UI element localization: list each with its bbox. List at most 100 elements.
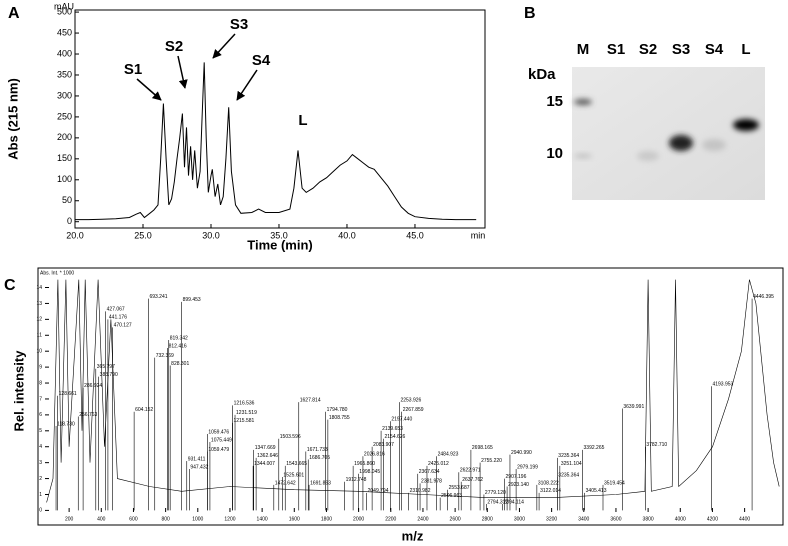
- gel-band: [574, 154, 592, 158]
- peak-label: 2484.923: [438, 452, 459, 458]
- y-tick-label: 500: [57, 6, 72, 16]
- x-tick-label: 2200: [385, 516, 396, 522]
- peak-label: 2907.196: [506, 474, 527, 480]
- x-tick-label: 4000: [675, 516, 686, 522]
- y-tick-label: 10: [36, 349, 42, 355]
- peak-label: 693.241: [149, 294, 167, 300]
- x-tick-label: 30.0: [202, 230, 220, 240]
- plot-frame: [74, 9, 486, 229]
- gel-band: [574, 99, 592, 105]
- peak-annotation: S1: [124, 61, 142, 78]
- peak-label: 1472.642: [275, 480, 296, 486]
- peak-label: 1794.780: [327, 407, 348, 413]
- peak-label: 2026.816: [364, 452, 385, 458]
- y-axis-title: Rel. intensity: [11, 350, 26, 432]
- gel: kDa 15 10: [528, 66, 765, 200]
- gel-band: [669, 135, 693, 151]
- peak-label: 812.416: [169, 343, 187, 349]
- peak-label: 1671.733: [307, 447, 328, 453]
- lane-label: S3: [672, 41, 690, 58]
- y-tick-label: 8: [39, 380, 42, 386]
- y-tick-label: 4: [39, 444, 42, 450]
- y-tick-label: 3: [39, 460, 42, 466]
- y-tick-label: 1: [39, 492, 42, 498]
- peak-label: 2637.762: [462, 477, 483, 483]
- peak-label: 1686.705: [309, 455, 330, 461]
- x-tick-label: 3200: [546, 516, 557, 522]
- peak-label: 2139.653: [382, 426, 403, 432]
- peak-label: 3108.222: [538, 480, 559, 486]
- peak-label: 604.152: [135, 407, 153, 413]
- peak-label: 4193.953: [712, 382, 733, 388]
- trace: [46, 279, 780, 503]
- peak-label: 2894.114: [503, 499, 524, 505]
- y-tick-label: 14: [36, 285, 42, 291]
- peak-label: 2049.794: [368, 488, 389, 494]
- x-tick-label: 800: [161, 516, 170, 522]
- peak-label: 2923.140: [508, 482, 529, 488]
- y-note: Abs. Int. * 1000: [40, 270, 74, 276]
- peak-label: 2425.012: [428, 461, 449, 467]
- peak-label: 427.067: [107, 307, 125, 313]
- x-axis-title: Time (min): [247, 237, 313, 252]
- y-axis-title: Abs (215 nm): [5, 78, 20, 160]
- y-tick-label: 0: [39, 508, 42, 514]
- peak-label: 2940.990: [511, 450, 532, 456]
- chart: 0 50 100 150 200 250 300 350 400 450 500 20.0 25.0 30…: [5, 1, 486, 252]
- x-tick-label: 3600: [610, 516, 621, 522]
- gel-unit: kDa: [528, 66, 556, 83]
- y-tick-label: 250: [57, 111, 72, 121]
- y-tick-label: 200: [57, 132, 72, 142]
- lane-label: M: [577, 41, 590, 58]
- peak-label: 732.369: [156, 353, 174, 359]
- x-tick-label: 200: [65, 516, 74, 522]
- peak-label: 256.763: [79, 412, 97, 418]
- peak-label: 286.924: [84, 383, 102, 389]
- peak-label: 1059.479: [208, 447, 229, 453]
- annotation-arrow: [212, 33, 236, 59]
- peak-label: 1075.449: [211, 437, 232, 443]
- panel-label: C: [4, 277, 16, 294]
- y-unit: mAU: [54, 1, 74, 11]
- peak-label: 2553.687: [449, 485, 470, 491]
- x-tick-label: 2000: [353, 516, 364, 522]
- gel-band: [702, 139, 726, 151]
- x-tick-label: 1200: [224, 516, 235, 522]
- annotation-arrow: [236, 69, 258, 101]
- x-tick-label: 2600: [450, 516, 461, 522]
- x-tick-label: 25.0: [134, 230, 152, 240]
- lane-label: S1: [607, 41, 625, 58]
- peak-label: 118.730: [57, 421, 75, 427]
- y-tick-label: 2: [39, 476, 42, 482]
- x-tick-label: 1000: [192, 516, 203, 522]
- peak-label: 1998.045: [359, 469, 380, 475]
- peak-label: 2367.634: [419, 469, 440, 475]
- peak-label: 3251.104: [561, 461, 582, 467]
- peak-label: 1965.860: [354, 461, 375, 467]
- peak-label: 828.301: [171, 361, 189, 367]
- peak-label: 1362.646: [257, 453, 278, 459]
- peak-label: 2779.120: [485, 490, 506, 496]
- peak-label: 2381.978: [421, 479, 442, 485]
- peak-label: 1503.596: [280, 434, 301, 440]
- x-tick-label: 35.0: [270, 230, 288, 240]
- peak-label: 128.661: [59, 391, 77, 397]
- x-unit: min: [471, 230, 486, 240]
- panel-label: A: [8, 5, 20, 22]
- y-tick-label: 12: [36, 317, 42, 323]
- y-tick-label: 150: [57, 153, 72, 163]
- peak-label: 3392.265: [584, 445, 605, 451]
- peak-annotation: S2: [165, 38, 183, 55]
- peak-label: 819.342: [170, 335, 188, 341]
- x-tick-label: 4400: [739, 516, 750, 522]
- peak-label: 1059.476: [208, 429, 229, 435]
- x-tick-label: 3400: [578, 516, 589, 522]
- x-tick-label: 4200: [707, 516, 718, 522]
- annotation-arrow: [177, 55, 188, 89]
- x-tick-label: 3000: [514, 516, 525, 522]
- trace: [75, 62, 477, 221]
- peak-label: 1216.536: [234, 401, 255, 407]
- x-axis-title: m/z: [402, 528, 424, 543]
